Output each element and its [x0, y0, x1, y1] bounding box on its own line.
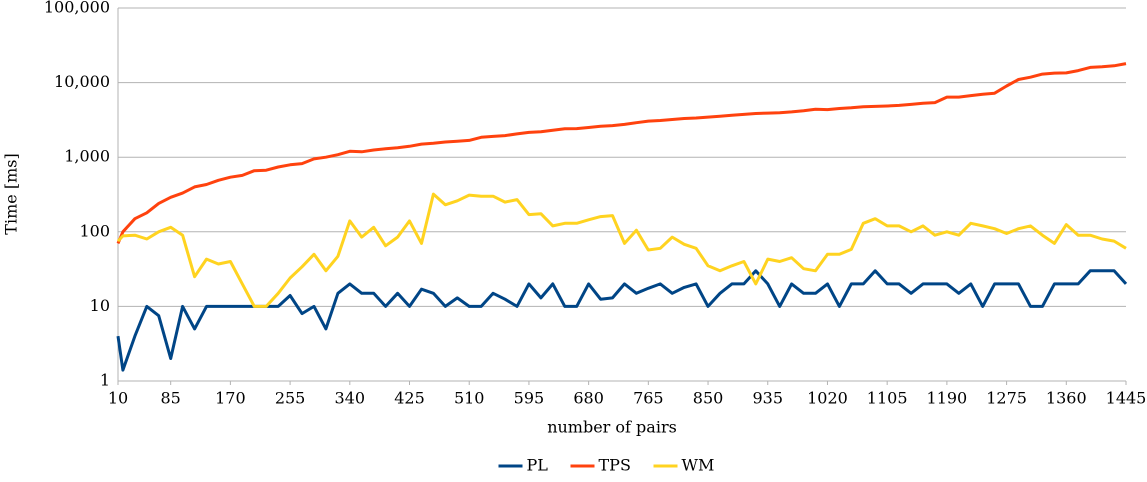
x-tick-label: 1360 — [1046, 389, 1087, 408]
x-tick-label: 850 — [693, 389, 724, 408]
y-tick-label: 1,000 — [64, 147, 110, 166]
x-tick-label: 1275 — [986, 389, 1027, 408]
y-tick-label: 10 — [90, 296, 110, 315]
x-tick-label: 510 — [454, 389, 485, 408]
x-tick-label: 10 — [108, 389, 128, 408]
x-tick-label: 680 — [573, 389, 604, 408]
y-tick-label: 100 — [79, 221, 110, 240]
line-series — [116, 192, 1127, 308]
x-tick-label: 935 — [752, 389, 783, 408]
y-tick-label: 10,000 — [54, 72, 110, 91]
x-tick-label: 1190 — [927, 389, 968, 408]
legend-label: PL — [527, 456, 549, 475]
y-axis-title: Time [ms] — [2, 153, 21, 234]
x-axis-title: number of pairs — [547, 418, 677, 437]
x-tick-label: 425 — [394, 389, 425, 408]
line-series — [116, 62, 1127, 244]
x-tick-label: 1445 — [1106, 389, 1147, 408]
y-tick-label: 1 — [100, 371, 110, 390]
x-tick-label: 85 — [161, 389, 181, 408]
y-tick-label: 100,000 — [44, 0, 110, 17]
x-tick-label: 1105 — [867, 389, 908, 408]
x-tick-label: 765 — [633, 389, 664, 408]
line-series — [116, 269, 1128, 372]
legend-label: TPS — [599, 456, 631, 475]
x-tick-label: 595 — [514, 389, 545, 408]
x-tick-label: 1020 — [807, 389, 848, 408]
x-tick-label: 255 — [275, 389, 306, 408]
x-tick-label: 170 — [215, 389, 246, 408]
legend-label: WM — [682, 456, 715, 475]
x-tick-label: 340 — [335, 389, 366, 408]
